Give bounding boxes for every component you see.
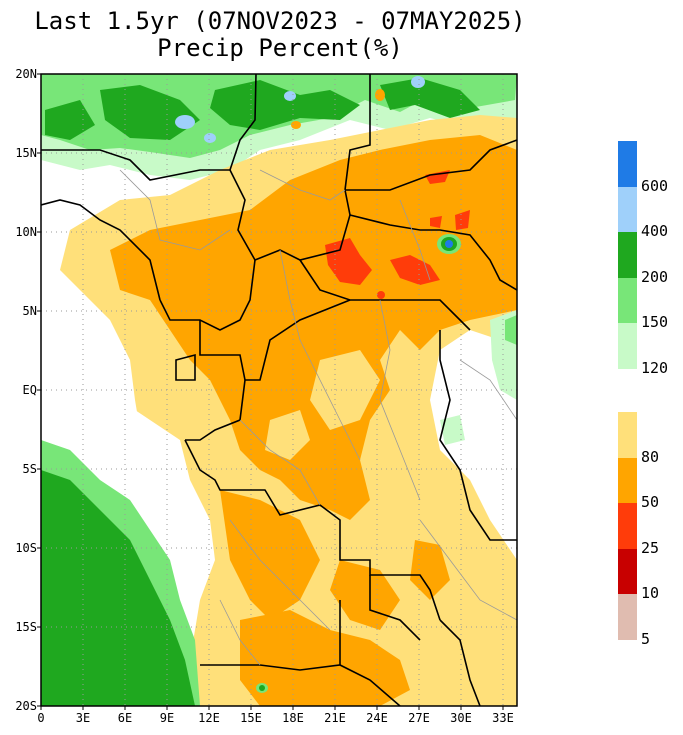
lat-label: 5S <box>22 462 37 476</box>
lon-label: 6E <box>117 711 133 725</box>
legend-swatch-200 <box>618 232 637 278</box>
legend-swatch-400 <box>618 186 637 232</box>
wet-region-sahel-dark <box>100 85 200 140</box>
lat-label: 15S <box>15 620 37 634</box>
lat-label: 10S <box>15 541 37 555</box>
legend-label-150: 150 <box>641 313 669 331</box>
lon-label: 33E <box>492 711 514 725</box>
legend-label-10: 10 <box>641 584 660 602</box>
legend-label-600: 600 <box>641 176 669 195</box>
lon-label: 18E <box>282 711 304 725</box>
legend-swatch-50 <box>618 457 637 503</box>
lat-label: 5N <box>22 304 37 318</box>
lat-label: 15N <box>15 146 37 160</box>
map-title: Last 1.5yr (07NOV2023 - 07MAY2025) <box>34 7 526 35</box>
legend-label-120: 120 <box>641 358 669 377</box>
lon-label: 21E <box>324 711 346 725</box>
lat-label: 20S <box>15 699 37 713</box>
lat-label: EQ <box>22 383 37 397</box>
legend-swatch-25 <box>618 503 637 549</box>
legend-label-200: 200 <box>641 267 669 286</box>
legend-swatch-10 <box>618 548 637 594</box>
lon-label: 9E <box>159 711 175 725</box>
dry-region-50 <box>110 135 517 520</box>
lon-label: 27E <box>408 711 430 725</box>
lat-label: 10N <box>15 225 37 239</box>
country-borders <box>41 74 517 706</box>
axis-ticks <box>37 73 504 710</box>
legend-swatch-5 <box>618 594 637 640</box>
legend-label-80: 80 <box>641 447 660 466</box>
lon-label: 3E <box>75 711 91 725</box>
dry-region-25 <box>325 238 372 285</box>
lon-label: 0 <box>37 711 45 725</box>
legend-swatch-600 <box>618 141 637 187</box>
legend-label-25: 25 <box>641 538 660 557</box>
lat-label: 20N <box>15 67 37 81</box>
map-subtitle: Precip Percent(%) <box>157 34 403 62</box>
lon-label: 12E <box>198 711 220 725</box>
lon-label: 30E <box>450 711 472 725</box>
legend-label-50: 50 <box>641 493 660 511</box>
legend-label-400: 400 <box>641 222 669 240</box>
legend-swatch-120 <box>618 323 637 369</box>
lon-label: 15E <box>240 711 262 725</box>
legend-swatch-150 <box>618 277 637 323</box>
lon-label: 24E <box>366 711 388 725</box>
province-borders <box>119 169 517 666</box>
legend-label-5: 5 <box>641 629 651 648</box>
precip-field <box>41 74 517 706</box>
legend-swatch-80 <box>618 412 637 458</box>
